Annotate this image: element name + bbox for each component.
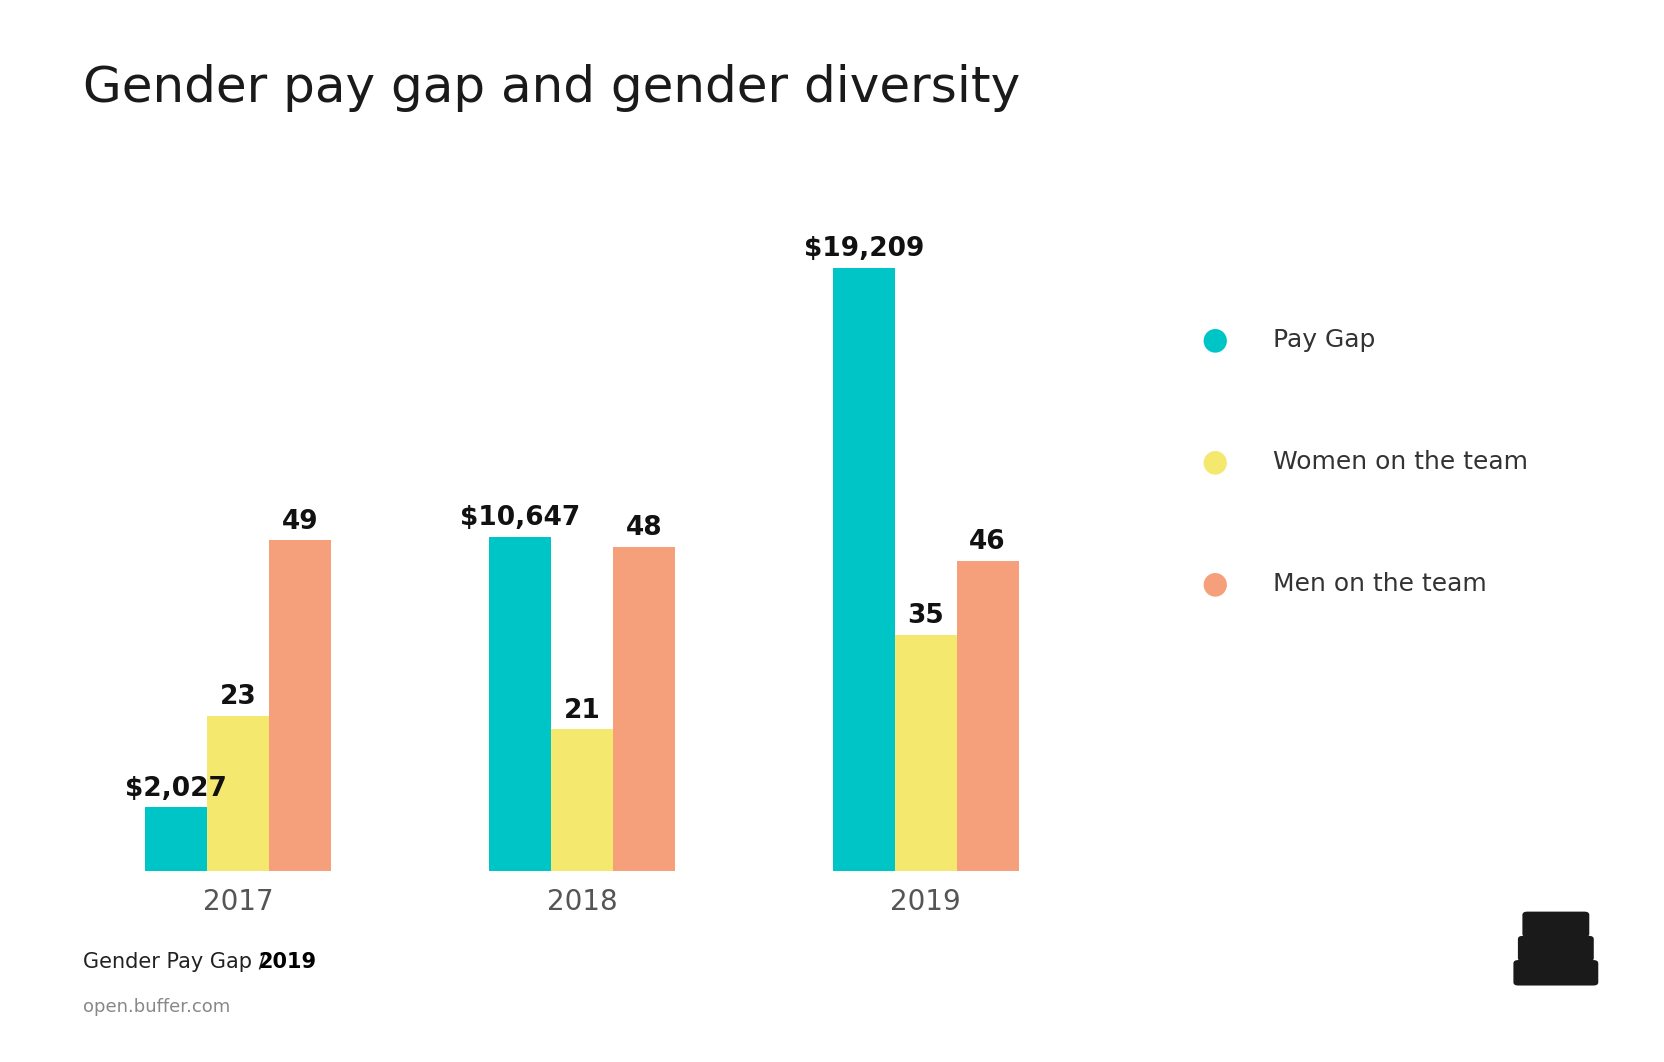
Text: 2019: 2019: [258, 952, 316, 972]
Bar: [834, 268, 895, 871]
Text: open.buffer.com: open.buffer.com: [83, 998, 230, 1016]
Bar: [551, 730, 612, 871]
Text: 21: 21: [564, 698, 601, 723]
Text: ●: ●: [1201, 569, 1228, 599]
Bar: [145, 807, 206, 871]
Text: 35: 35: [907, 603, 943, 629]
Text: 23: 23: [220, 684, 256, 710]
Bar: [270, 541, 331, 871]
Text: 46: 46: [970, 529, 1007, 554]
Text: Men on the team: Men on the team: [1273, 572, 1486, 596]
Bar: [895, 635, 957, 871]
Bar: [206, 716, 270, 871]
Text: $10,647: $10,647: [459, 506, 581, 531]
Text: $19,209: $19,209: [804, 237, 924, 262]
Text: Gender pay gap and gender diversity: Gender pay gap and gender diversity: [83, 64, 1020, 112]
Bar: [489, 536, 551, 871]
Text: ●: ●: [1201, 325, 1228, 355]
Text: Pay Gap: Pay Gap: [1273, 328, 1376, 352]
Text: 49: 49: [281, 509, 318, 534]
Text: 48: 48: [626, 515, 662, 542]
Bar: [957, 561, 1018, 871]
Text: $2,027: $2,027: [125, 775, 226, 802]
Text: Gender Pay Gap /: Gender Pay Gap /: [83, 952, 273, 972]
Bar: [612, 547, 674, 871]
Text: ●: ●: [1201, 447, 1228, 477]
Text: Women on the team: Women on the team: [1273, 450, 1528, 474]
